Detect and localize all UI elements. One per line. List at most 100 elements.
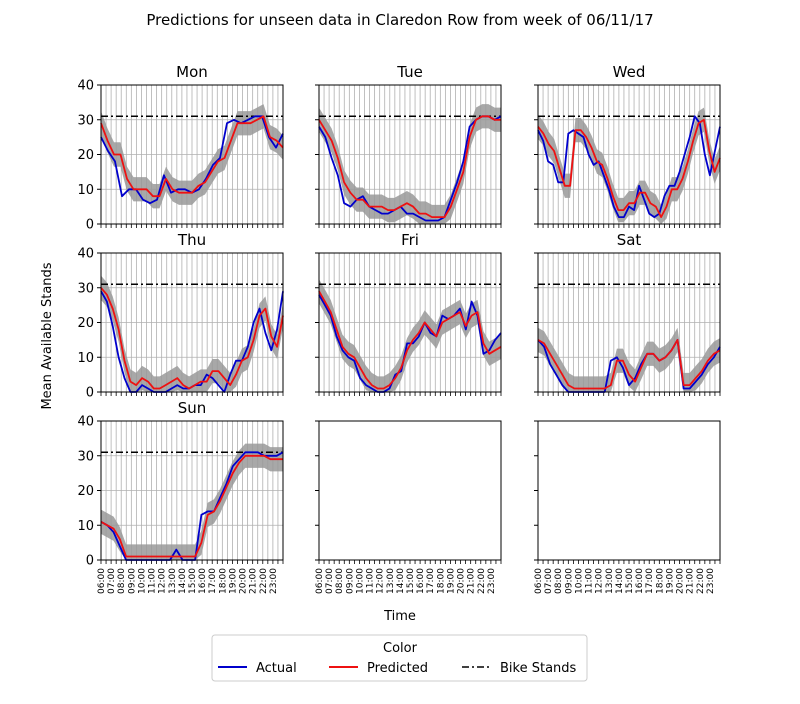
subplot-tue: Tue xyxy=(315,63,502,228)
y-tick-label: 40 xyxy=(77,415,94,430)
plot-frame xyxy=(318,84,502,225)
y-axis-label: Mean Available Stands xyxy=(40,262,55,409)
x-tick-label: 15:00 xyxy=(625,568,635,594)
y-tick-label: 0 xyxy=(86,554,94,569)
figure-title: Predictions for unseen data in Claredon … xyxy=(146,11,653,29)
x-tick-label: 06:00 xyxy=(97,568,107,594)
predicted-line xyxy=(537,338,721,390)
subplot-empty-9: 06:00 07:00 08:00 09:00 10:00 11:00 12:00 13:00… xyxy=(534,420,721,594)
y-tick-label: 10 xyxy=(77,351,94,366)
subplot-title: Fri xyxy=(401,231,419,249)
subplot-title: Tue xyxy=(396,63,423,81)
predicted-line xyxy=(537,118,721,219)
x-tick-label: 17:00 xyxy=(645,568,655,594)
x-tick-label: 11:00 xyxy=(366,568,376,594)
x-tick-label: 22:00 xyxy=(477,568,487,594)
subplot-mon: 0 10 20 30 40 Mon xyxy=(77,63,284,233)
plot-frame xyxy=(100,84,284,225)
x-tick-label: 07:00 xyxy=(325,568,335,594)
x-tick-label: 16:00 xyxy=(416,568,426,594)
x-tick-label: 08:00 xyxy=(335,568,345,594)
x-tick-label: 19:00 xyxy=(228,568,238,594)
prediction-band xyxy=(101,443,283,560)
legend-frame xyxy=(211,634,588,682)
x-tick-label: 19:00 xyxy=(665,568,675,594)
predicted-line xyxy=(100,287,284,390)
y-tick-label: 10 xyxy=(77,519,94,534)
x-tick-label: 08:00 xyxy=(554,568,564,594)
x-tick-label: 21:00 xyxy=(467,568,477,594)
subplot-grid: 0 10 20 30 40 Mon Tue Wed 0 10 20 30 40 Thu Fri Sat 0 10 2… xyxy=(77,63,721,594)
x-axis-label: Time xyxy=(383,609,416,624)
subplot-sat: Sat xyxy=(534,231,721,396)
x-tick-label: 17:00 xyxy=(426,568,436,594)
x-tick-label: 15:00 xyxy=(188,568,198,594)
x-tick-label: 08:00 xyxy=(117,568,127,594)
prediction-band xyxy=(101,275,283,392)
x-tick-label: 06:00 xyxy=(534,568,544,594)
x-tick-label: 10:00 xyxy=(355,568,365,594)
x-tick-label: 11:00 xyxy=(585,568,595,594)
y-tick-label: 40 xyxy=(77,247,94,262)
actual-line xyxy=(318,115,502,222)
prediction-band xyxy=(101,104,283,209)
y-tick-label: 40 xyxy=(77,79,94,94)
plot-frame xyxy=(537,420,721,561)
subplot-empty-8: 06:00 07:00 08:00 09:00 10:00 11:00 12:00 13:00… xyxy=(315,420,502,594)
x-tick-label: 14:00 xyxy=(396,568,406,594)
subplot-title: Thu xyxy=(177,231,206,249)
legend-entry-actual: Actual xyxy=(218,661,297,676)
x-tick-label: 12:00 xyxy=(158,568,168,594)
x-tick-label: 13:00 xyxy=(386,568,396,594)
plot-frame xyxy=(537,84,721,225)
x-tick-label: 20:00 xyxy=(457,568,467,594)
subplot-title: Sun xyxy=(178,399,207,417)
y-tick-label: 0 xyxy=(86,386,94,401)
y-tick-label: 20 xyxy=(77,148,94,163)
predicted-line xyxy=(318,290,502,390)
x-tick-label: 21:00 xyxy=(686,568,696,594)
subplot-thu: 0 10 20 30 40 Thu xyxy=(77,231,284,401)
x-tick-label: 18:00 xyxy=(655,568,665,594)
x-tick-label: 13:00 xyxy=(605,568,615,594)
y-tick-label: 30 xyxy=(77,281,94,296)
x-tick-label: 23:00 xyxy=(487,568,497,594)
x-tick-label: 20:00 xyxy=(676,568,686,594)
legend-entry-bike-stands: Bike Stands xyxy=(462,661,577,676)
x-tick-label: 06:00 xyxy=(315,568,325,594)
subplot-title: Mon xyxy=(176,63,208,81)
x-tick-label: 09:00 xyxy=(564,568,574,594)
x-tick-label: 21:00 xyxy=(249,568,259,594)
x-tick-label: 19:00 xyxy=(446,568,456,594)
x-tick-label: 23:00 xyxy=(269,568,279,594)
x-tick-label: 20:00 xyxy=(239,568,249,594)
legend-title: Color xyxy=(383,641,418,656)
x-tick-label: 09:00 xyxy=(345,568,355,594)
x-tick-label: 22:00 xyxy=(696,568,706,594)
plot-frame xyxy=(537,252,721,393)
subplot-fri: Fri xyxy=(315,231,502,396)
x-tick-label: 09:00 xyxy=(127,568,137,594)
x-tick-label: 11:00 xyxy=(148,568,158,594)
x-tick-label: 12:00 xyxy=(376,568,386,594)
y-tick-label: 0 xyxy=(86,218,94,233)
x-tick-label: 17:00 xyxy=(208,568,218,594)
plot-frame xyxy=(100,420,284,561)
x-tick-label: 22:00 xyxy=(259,568,269,594)
x-tick-label: 15:00 xyxy=(406,568,416,594)
x-tick-label: 12:00 xyxy=(595,568,605,594)
x-tick-label: 13:00 xyxy=(168,568,178,594)
legend-label-bike-stands: Bike Stands xyxy=(500,661,577,676)
plot-frame xyxy=(318,420,502,561)
plot-area xyxy=(319,421,501,560)
predicted-line xyxy=(318,115,501,219)
subplot-title: Sat xyxy=(617,231,642,249)
y-tick-label: 30 xyxy=(77,113,94,128)
x-tick-label: 16:00 xyxy=(635,568,645,594)
prediction-band xyxy=(319,279,501,392)
legend: Color Actual Predicted Bike Stands xyxy=(211,634,588,682)
predicted-line xyxy=(100,454,283,558)
x-tick-label: 16:00 xyxy=(198,568,208,594)
x-tick-label: 18:00 xyxy=(218,568,228,594)
